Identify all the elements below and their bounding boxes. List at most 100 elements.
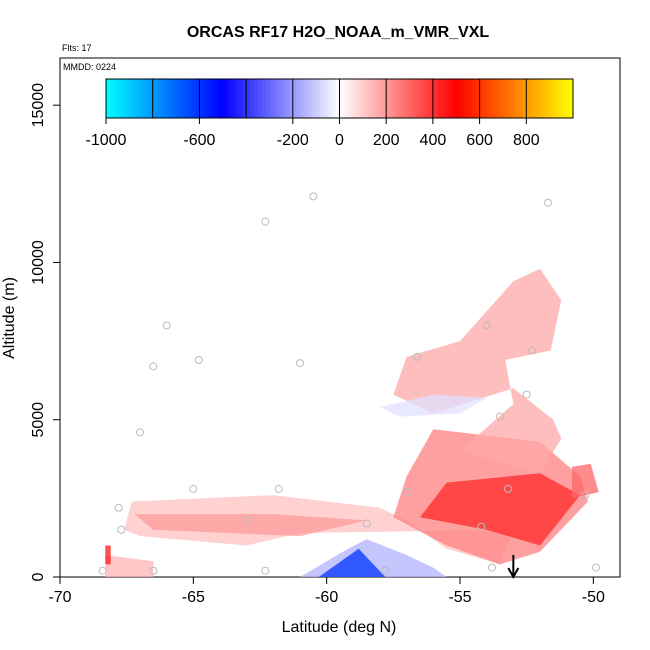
- colorbar-cell: [312, 79, 317, 118]
- sample-point-20: [496, 412, 504, 421]
- colorbar-cell: [421, 79, 426, 118]
- colorbar-cell: [522, 79, 527, 118]
- colorbar-cell: [246, 79, 251, 118]
- colorbar-cell: [234, 79, 239, 118]
- colorbar-cell: [506, 79, 512, 118]
- colorbar-cell: [351, 79, 356, 118]
- anomaly-regions: [105, 268, 599, 577]
- colorbar-cell: [222, 79, 228, 118]
- x-axis-ticks: -70 -65 -60 -55 -50: [48, 577, 605, 606]
- y-tick-label: 15000: [30, 83, 47, 128]
- colorbar-cell: [397, 79, 403, 118]
- colorbar-cell: [339, 79, 344, 118]
- colorbar-cell: [133, 79, 138, 118]
- sample-points: [98, 192, 600, 575]
- colorbar-cell: [226, 79, 232, 118]
- colorbar-cell: [257, 79, 263, 118]
- sample-point-7: [194, 356, 203, 364]
- colorbar-cell: [409, 79, 415, 118]
- colorbar-cell: [160, 79, 165, 118]
- colorbar-cell: [292, 79, 298, 118]
- sample-point-4: [136, 428, 144, 437]
- colorbar-tick-label: -1000: [86, 132, 127, 149]
- colorbar-cell: [355, 79, 360, 118]
- colorbar-cell: [316, 79, 321, 118]
- sample-point-2: [117, 525, 126, 534]
- x-tick-label: -50: [582, 589, 605, 606]
- colorbar-cell: [386, 79, 391, 118]
- colorbar-cell: [413, 79, 418, 118]
- colorbar-cell: [281, 79, 286, 118]
- sample-point-10: [261, 217, 270, 226]
- colorbar-cell: [537, 79, 543, 118]
- x-tick-label: -65: [182, 589, 205, 606]
- arrow-head: [507, 567, 520, 580]
- colorbar-cell: [129, 79, 134, 118]
- colorbar-cell: [432, 79, 438, 118]
- anomaly-region-0: [105, 555, 154, 577]
- anomaly-region-7: [380, 394, 487, 417]
- colorbar-tick-label: 400: [420, 132, 447, 149]
- x-tick-label: -70: [48, 589, 71, 606]
- x-tick-label: -55: [448, 589, 471, 606]
- colorbar-cell: [362, 79, 368, 118]
- colorbar-cell: [374, 79, 380, 118]
- colorbar-cell: [491, 79, 496, 118]
- anomaly-region-2: [134, 514, 367, 537]
- colorbar-cell: [148, 79, 154, 118]
- colorbar-cell: [417, 79, 422, 118]
- colorbar-tick-label: -600: [183, 132, 215, 149]
- colorbar-cell: [366, 79, 372, 118]
- sample-point-27: [581, 491, 590, 500]
- colorbar-cell: [390, 79, 395, 118]
- colorbar-cell: [144, 79, 150, 118]
- colorbar-cell: [401, 79, 407, 118]
- colorbar-cell: [425, 79, 430, 118]
- colorbar-cell: [557, 79, 562, 118]
- colorbar-tick-label: 800: [513, 132, 540, 149]
- colorbar-cell: [183, 79, 189, 118]
- colorbar-cell: [526, 79, 531, 118]
- colorbar-ticks: -1000 -600 -200 0 200 400 600 800: [86, 118, 540, 149]
- colorbar-cell: [347, 79, 352, 118]
- sample-point-11: [261, 566, 270, 575]
- sample-point-8: [189, 484, 198, 493]
- x-axis-label: Latitude (deg N): [282, 619, 397, 636]
- colorbar-tick-label: 600: [466, 132, 493, 149]
- colorbar-cell: [117, 79, 123, 118]
- colorbar-cell: [456, 79, 461, 118]
- colorbar-cell: [288, 79, 294, 118]
- colorbar-cell: [304, 79, 309, 118]
- chart-title: ORCAS RF17 H2O_NOAA_m_VMR_VXL: [187, 24, 490, 41]
- colorbar-cell: [172, 79, 177, 118]
- colorbar-cell: [553, 79, 559, 118]
- sample-point-28: [592, 563, 600, 572]
- sample-point-3: [149, 566, 158, 575]
- sample-point-0: [98, 566, 107, 575]
- colorbar-cell: [569, 79, 574, 118]
- colorbar-cell: [514, 79, 520, 118]
- colorbar-cell: [483, 79, 488, 118]
- anomaly-region-10: [105, 545, 111, 565]
- y-axis-label: Altitude (m): [1, 277, 18, 359]
- colorbar-cell: [230, 79, 236, 118]
- sample-point-26: [544, 198, 552, 207]
- colorbar-cell: [436, 79, 442, 118]
- sample-point-6: [162, 321, 171, 330]
- colorbar-cell: [541, 79, 547, 118]
- colorbar-cell: [249, 79, 255, 118]
- colorbar-cell: [195, 79, 200, 118]
- anomaly-region-6: [572, 463, 599, 499]
- colorbar: [105, 78, 574, 119]
- anomaly-region-9: [318, 548, 386, 577]
- colorbar-cell: [109, 79, 115, 118]
- colorbar-tick-label: 0: [335, 132, 344, 149]
- colorbar-cell: [320, 79, 325, 118]
- colorbar-cell: [499, 79, 504, 118]
- y-tick-label: 5000: [30, 402, 47, 438]
- colorbar-cell: [565, 79, 570, 118]
- colorbar-cell: [510, 79, 516, 118]
- colorbar-cell: [125, 79, 130, 118]
- colorbar-cell: [405, 79, 411, 118]
